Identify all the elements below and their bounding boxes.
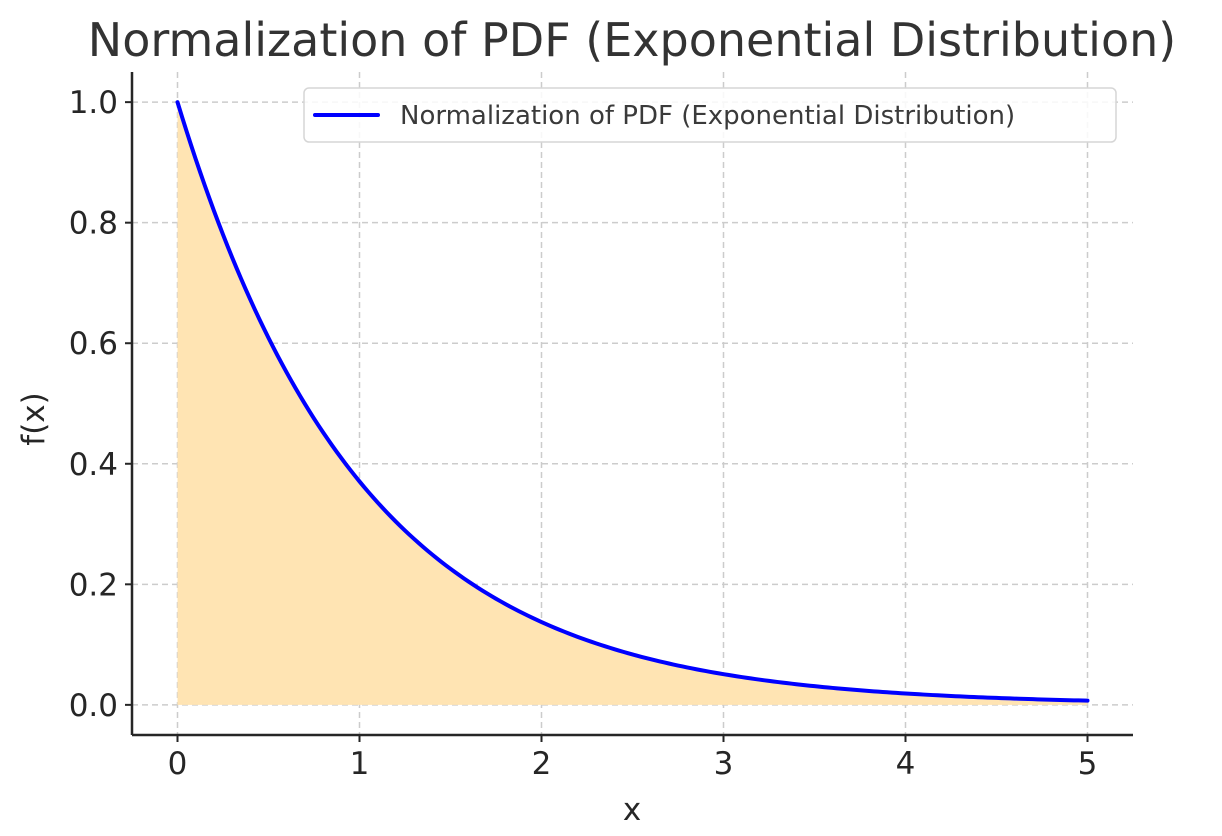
x-axis-label: x bbox=[623, 792, 641, 828]
chart-title: Normalization of PDF (Exponential Distri… bbox=[88, 13, 1176, 67]
y-tick-label-3: 0.6 bbox=[69, 326, 118, 362]
legend-box bbox=[303, 87, 1117, 143]
area-fill-series-0 bbox=[177, 102, 1088, 705]
series-line-0 bbox=[175, 100, 1090, 703]
series-line bbox=[175, 100, 1090, 703]
ticks: 0 1 2 3 4 5 0.0 0.2 0.4 0.6 0.8 1.0 bbox=[69, 85, 1098, 782]
y-axis-label: f(x) bbox=[16, 392, 52, 445]
legend: Normalization of PDF (Exponential Distri… bbox=[303, 87, 1117, 143]
y-tick-label-2: 0.4 bbox=[69, 447, 118, 483]
x-tick-label-2: 2 bbox=[532, 746, 552, 782]
legend-label: Normalization of PDF (Exponential Distri… bbox=[400, 101, 1015, 131]
x-tick-label-0: 0 bbox=[168, 746, 188, 782]
y-tick-label-5: 1.0 bbox=[69, 85, 118, 121]
area-fill bbox=[177, 102, 1088, 705]
x-tick-label-5: 5 bbox=[1078, 746, 1098, 782]
y-tick-label-0: 0.0 bbox=[69, 688, 118, 724]
y-tick-label-4: 0.8 bbox=[69, 206, 118, 242]
x-tick-label-1: 1 bbox=[350, 746, 370, 782]
y-tick-label-1: 0.2 bbox=[69, 567, 118, 603]
x-tick-label-4: 4 bbox=[896, 746, 916, 782]
axes bbox=[130, 72, 1133, 737]
x-tick-label-3: 3 bbox=[714, 746, 734, 782]
